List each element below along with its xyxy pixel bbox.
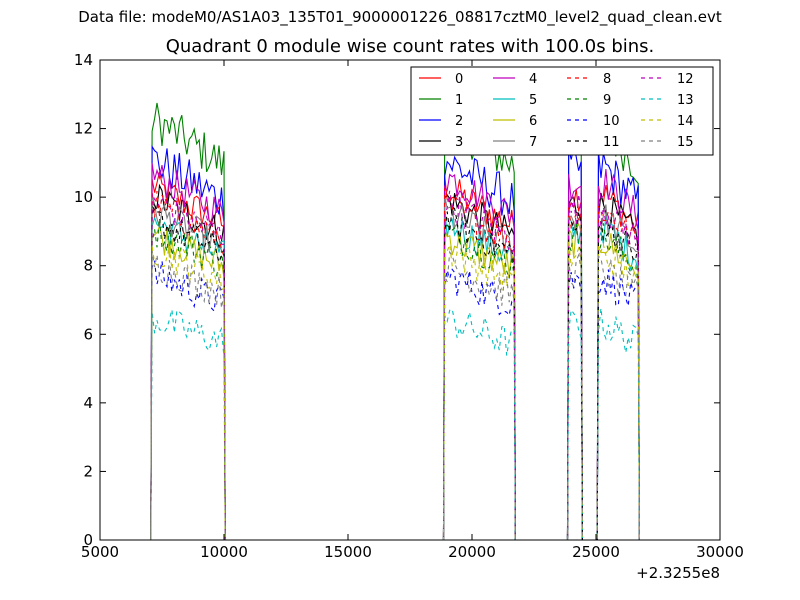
y-tick-label: 0 (83, 531, 93, 549)
legend-label-13: 13 (677, 93, 694, 108)
x-tick-label: 30000 (696, 543, 744, 561)
series-layer (150, 102, 640, 541)
y-tick-label: 4 (83, 394, 93, 412)
series-line-11 (150, 203, 640, 541)
chart-title: Quadrant 0 module wise count rates with … (165, 36, 655, 57)
figure-suptitle: Data file: modeM0/AS1A03_135T01_90000012… (78, 8, 722, 26)
legend-label-1: 1 (455, 93, 463, 108)
y-tick-label: 2 (83, 462, 93, 480)
series-line-15 (150, 250, 640, 541)
legend-label-10: 10 (603, 114, 620, 129)
series-line-7 (150, 195, 640, 541)
legend-label-4: 4 (529, 72, 537, 87)
legend-label-3: 3 (455, 135, 463, 150)
legend-label-14: 14 (677, 114, 694, 129)
legend-label-2: 2 (455, 114, 463, 129)
y-tick-label: 12 (74, 120, 93, 138)
legend-label-12: 12 (677, 72, 694, 87)
y-tick-label: 14 (74, 51, 93, 69)
series-line-10 (150, 260, 640, 541)
legend-box (410, 66, 714, 156)
x-tick-label: 15000 (324, 543, 372, 561)
legend-label-9: 9 (603, 93, 611, 108)
series-line-12 (150, 190, 640, 541)
series-line-13 (150, 308, 640, 541)
series-line-14 (150, 240, 640, 541)
x-tick-label: 5000 (81, 543, 119, 561)
legend-label-15: 15 (677, 135, 694, 150)
legend-label-7: 7 (529, 135, 537, 150)
ticks-layer: 5000 10000 15000 20000 25000 3000002468101214… (74, 51, 744, 582)
legend-label-5: 5 (529, 93, 537, 108)
legend-label-6: 6 (529, 114, 537, 129)
legend-label-0: 0 (455, 72, 463, 87)
x-offset-label: +2.3255e8 (636, 564, 720, 582)
legend-label-8: 8 (603, 72, 611, 87)
axes-frame (99, 59, 721, 541)
y-tick-label: 8 (83, 257, 93, 275)
y-tick-label: 10 (74, 188, 93, 206)
x-tick-label: 10000 (200, 543, 248, 561)
legend-label-11: 11 (603, 135, 620, 150)
x-tick-label: 25000 (572, 543, 620, 561)
x-tick-label: 20000 (448, 543, 496, 561)
series-line-2 (150, 144, 640, 541)
y-tick-label: 6 (83, 325, 93, 343)
